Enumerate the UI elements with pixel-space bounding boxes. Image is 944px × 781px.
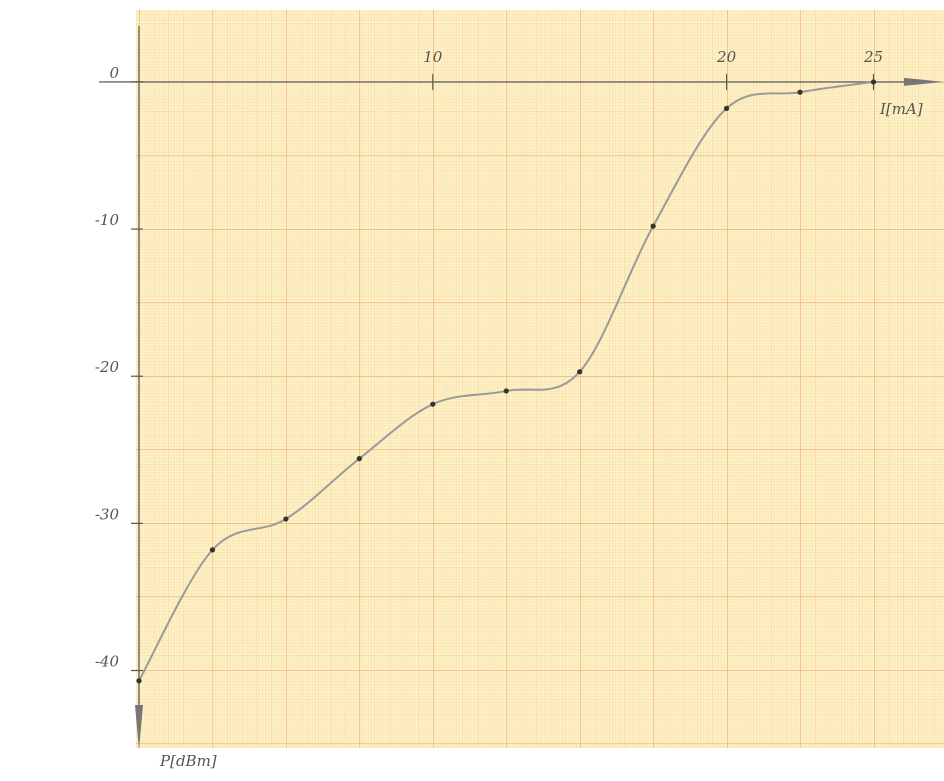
y-tick-label: -10 (95, 211, 120, 229)
data-point (870, 79, 877, 85)
data-point (503, 388, 509, 394)
data-point (577, 369, 583, 375)
data-point (209, 547, 216, 553)
data-point (723, 105, 730, 112)
y-tick-label: -20 (95, 358, 120, 376)
x-tick-label: 20 (716, 48, 737, 66)
y-tick-label: -40 (95, 653, 120, 671)
paper-major-grid (136, 10, 944, 748)
y-tick-label: -30 (95, 505, 120, 523)
x-tick-label: 10 (423, 48, 443, 66)
data-point (430, 401, 436, 407)
x-tick-label: 25 (863, 48, 883, 66)
x-axis-label: I[mA] (879, 100, 923, 118)
data-point (650, 223, 656, 229)
data-point (136, 678, 142, 684)
y-axis-arrow (135, 705, 143, 750)
data-point (797, 89, 803, 95)
data-point (283, 516, 289, 522)
y-axis-label: P[dBm] (159, 752, 217, 770)
x-axis-arrow (904, 77, 944, 86)
y-tick-label: 0 (109, 64, 119, 82)
data-point (356, 456, 362, 462)
